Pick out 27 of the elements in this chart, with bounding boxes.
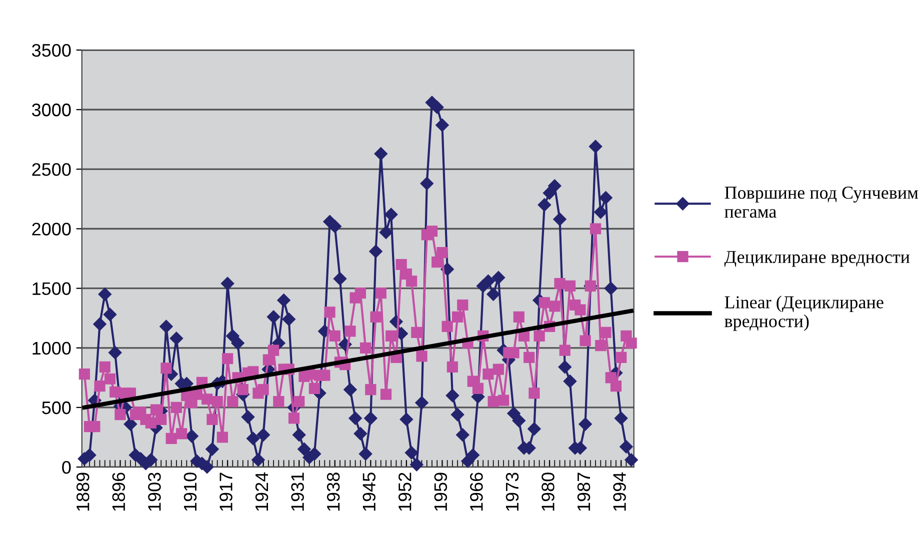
y-tick-label: 500: [42, 401, 71, 414]
legend-label: Linear (Дециклиране вредности): [724, 296, 884, 331]
x-tick-label: 1973: [506, 472, 519, 511]
y-tick-label: 1000: [32, 342, 71, 355]
x-tick-label: 1945: [362, 472, 376, 511]
x-tick-label: 1952: [398, 472, 412, 511]
x-tick-label: 1917: [220, 472, 232, 511]
legend-label: Дециклиране вредности: [724, 251, 910, 267]
x-tick-label: 1910: [184, 472, 197, 511]
legend-label: Површине под Сунчевим пегама: [724, 186, 918, 218]
x-tick-label: 1980: [542, 472, 554, 511]
y-tick-label: 3000: [32, 104, 71, 116]
y-tick-label: 2500: [32, 163, 71, 176]
x-tick-label: 1994: [613, 472, 626, 511]
x-tick-label: 1924: [255, 472, 268, 511]
x-tick-label: 1903: [148, 472, 161, 511]
x-tick-label: 1889: [76, 472, 90, 511]
x-tick-label: 1938: [326, 472, 340, 511]
x-tick-label: 1959: [434, 472, 448, 511]
x-tick-label: 1966: [470, 472, 483, 511]
y-tick-label: 2000: [32, 222, 71, 236]
y-tick-label: 0: [62, 460, 71, 474]
y-tick-label: 3500: [32, 44, 71, 57]
x-tick-label: 1931: [291, 472, 304, 511]
y-tick-label: 1500: [32, 282, 71, 296]
x-tick-label: 1987: [577, 472, 590, 511]
x-tick-label: 1896: [112, 472, 126, 511]
